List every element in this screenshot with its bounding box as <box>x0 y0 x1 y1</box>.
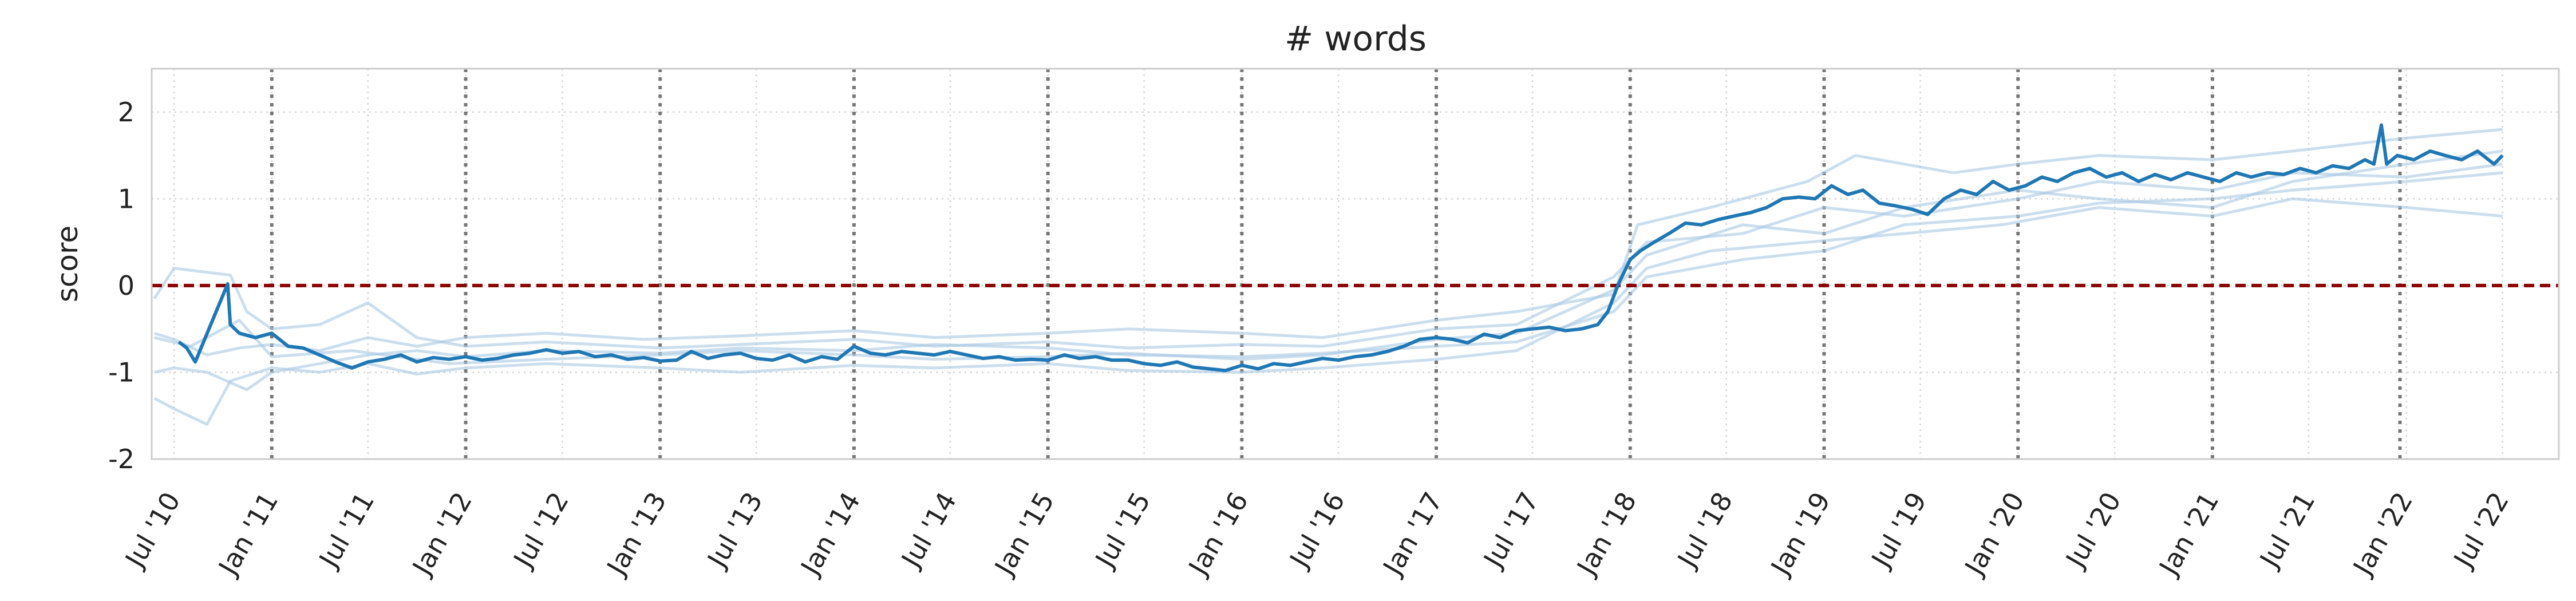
main-series-line <box>177 123 2504 373</box>
x-tick-label: Jan '17 <box>1376 487 1449 582</box>
x-tick-label: Jul '14 <box>894 487 962 574</box>
x-tick-label: Jul '17 <box>1477 487 1545 574</box>
x-tick-label: Jan '19 <box>1764 487 1836 582</box>
y-tick-label: 2 <box>118 97 135 128</box>
y-tick-label: 0 <box>118 270 135 301</box>
chart-title: # words <box>1285 19 1427 59</box>
x-tick-label: Jul '16 <box>1283 487 1351 574</box>
faint-series-line <box>153 128 2503 357</box>
faint-series-line <box>154 171 2503 392</box>
faint-series-line <box>153 163 2503 350</box>
y-axis-ticks: -2 -1 0 1 2 <box>108 97 135 475</box>
faint-series-group <box>153 128 2503 426</box>
x-tick-label: Jul '21 <box>2253 487 2321 574</box>
plot-frame <box>151 68 2560 460</box>
x-tick-label: Jul '15 <box>1088 487 1156 574</box>
faint-series-line <box>154 149 2503 365</box>
y-axis-label: score <box>51 226 84 302</box>
x-tick-label: Jul '19 <box>1864 487 1933 574</box>
x-tick-label: Jul '10 <box>118 487 187 574</box>
x-tick-label: Jan '11 <box>212 487 285 582</box>
y-tick-label: -1 <box>108 357 135 388</box>
x-tick-label: Jan '14 <box>794 487 867 582</box>
x-tick-label: Jul '20 <box>2059 487 2127 574</box>
gridlines <box>152 69 2559 460</box>
x-tick-label: Jan '18 <box>1570 487 1643 582</box>
main-series-group <box>177 123 2504 373</box>
x-tick-label: Jul '13 <box>701 487 769 574</box>
plot-background <box>152 69 2559 459</box>
x-tick-label: Jan '20 <box>1958 487 2030 582</box>
x-tick-label: Jan '16 <box>1182 487 1254 582</box>
x-tick-label: Jan '13 <box>600 487 673 582</box>
x-tick-label: Jan '15 <box>988 487 1061 582</box>
x-tick-label: Jan '22 <box>2346 487 2419 582</box>
x-tick-label: Jan '12 <box>405 487 478 582</box>
x-tick-label: Jul '18 <box>1670 487 1739 574</box>
x-tick-label: Jul '12 <box>507 487 575 574</box>
faint-series-line <box>153 197 2503 426</box>
x-tick-label: Jul '22 <box>2447 487 2515 574</box>
x-tick-label: Jul '11 <box>312 487 380 574</box>
y-tick-label: 1 <box>118 183 135 214</box>
x-axis-ticks: Jul '10 Jan '11 Jul '11 Jan '12 Jul '12 Jan '… <box>118 487 2515 581</box>
x-tick-label: Jan '21 <box>2152 487 2225 582</box>
y-tick-label: -2 <box>108 444 135 475</box>
